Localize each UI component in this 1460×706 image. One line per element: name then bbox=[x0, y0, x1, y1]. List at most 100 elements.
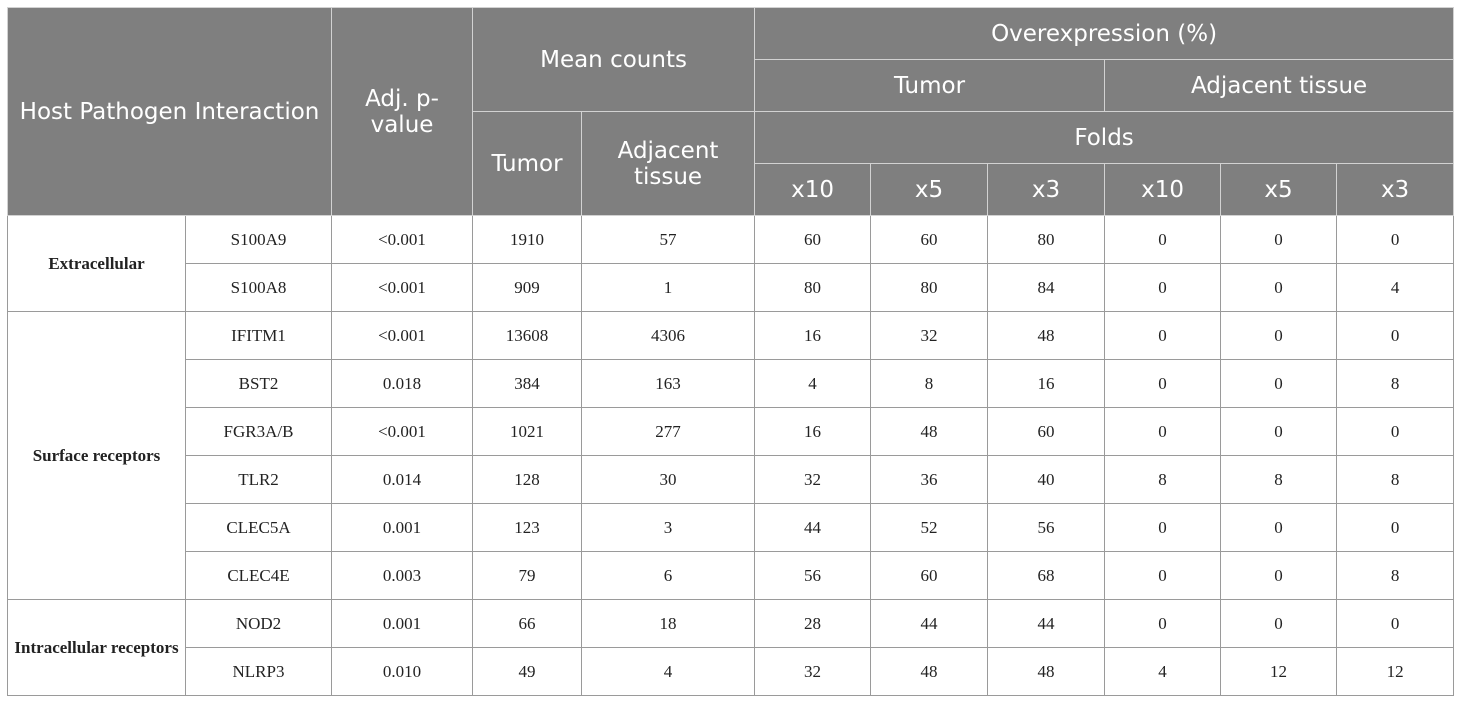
data-table: Host Pathogen Interaction Adj. p-value M… bbox=[6, 7, 1455, 696]
gene-cell: IFITM1 bbox=[184, 311, 333, 360]
table-row: Extracellular S100A9 <0.001 1910 57 60 60 80 0 0 0 bbox=[7, 215, 1455, 312]
pvalue-cell: <0.001 bbox=[331, 311, 474, 360]
fold-value-cell: 32 bbox=[754, 647, 872, 696]
table-row: BST2 0.018 384 163 4 8 16 0 0 8 bbox=[8, 359, 1455, 408]
fold-value-cell: 0 bbox=[1220, 503, 1338, 552]
fold-value-cell: 44 bbox=[987, 599, 1106, 648]
header-adj-pvalue: Adj. p-value bbox=[331, 7, 474, 216]
mean-tumor-cell: 909 bbox=[472, 263, 583, 312]
fold-value-cell: 8 bbox=[870, 359, 989, 408]
pvalue-cell: <0.001 bbox=[331, 407, 474, 456]
gene-cell: BST2 bbox=[184, 359, 333, 408]
fold-value-cell: 8 bbox=[1336, 359, 1455, 408]
fold-value-cell: 56 bbox=[987, 503, 1106, 552]
group-label: Intracellular receptors bbox=[7, 599, 186, 696]
mean-tumor-cell: 66 bbox=[472, 599, 583, 648]
pvalue-cell: 0.001 bbox=[331, 503, 474, 552]
fold-value-cell: 12 bbox=[1220, 647, 1338, 696]
mean-adjacent-cell: 4306 bbox=[581, 311, 756, 360]
fold-value-cell: 44 bbox=[754, 503, 872, 552]
header-mean-counts: Mean counts bbox=[472, 7, 756, 112]
fold-value-cell: 48 bbox=[870, 407, 989, 456]
mean-adjacent-cell: 1 bbox=[581, 263, 756, 312]
fold-value-cell: 0 bbox=[1220, 263, 1338, 312]
fold-value-cell: 48 bbox=[870, 647, 989, 696]
header-mean-adjacent: Adjacent tissue bbox=[581, 111, 756, 216]
fold-value-cell: 0 bbox=[1104, 359, 1222, 408]
mean-adjacent-cell: 4 bbox=[581, 647, 756, 696]
table-row: NLRP3 0.010 49 4 32 48 48 4 12 12 bbox=[8, 647, 1455, 696]
mean-tumor-cell: 123 bbox=[472, 503, 583, 552]
fold-value-cell: 60 bbox=[754, 215, 872, 264]
fold-value-cell: 8 bbox=[1104, 455, 1222, 504]
pvalue-cell: 0.014 bbox=[331, 455, 474, 504]
fold-value-cell: 32 bbox=[870, 311, 989, 360]
fold-value-cell: 4 bbox=[1104, 647, 1222, 696]
header-mean-tumor: Tumor bbox=[472, 111, 583, 216]
fold-value-cell: 0 bbox=[1336, 311, 1455, 360]
mean-adjacent-cell: 3 bbox=[581, 503, 756, 552]
table-row: TLR2 0.014 128 30 32 36 40 8 8 8 bbox=[8, 455, 1455, 504]
gene-cell: FGR3A/B bbox=[184, 407, 333, 456]
fold-value-cell: 0 bbox=[1220, 359, 1338, 408]
header-fold-label: x3 bbox=[987, 163, 1106, 216]
fold-value-cell: 0 bbox=[1336, 599, 1455, 648]
header-overexpression: Overexpression (%) bbox=[754, 7, 1455, 60]
header-fold-label: x5 bbox=[870, 163, 989, 216]
mean-adjacent-cell: 18 bbox=[581, 599, 756, 648]
header-host-pathogen-interaction: Host Pathogen Interaction bbox=[6, 7, 333, 216]
gene-cell: TLR2 bbox=[184, 455, 333, 504]
gene-cell: CLEC5A bbox=[184, 503, 333, 552]
fold-value-cell: 60 bbox=[987, 407, 1106, 456]
mean-adjacent-cell: 6 bbox=[581, 551, 756, 600]
fold-value-cell: 16 bbox=[987, 359, 1106, 408]
mean-tumor-cell: 49 bbox=[472, 647, 583, 696]
fold-value-cell: 0 bbox=[1104, 503, 1222, 552]
fold-value-cell: 16 bbox=[754, 407, 872, 456]
header-fold-label: x10 bbox=[754, 163, 872, 216]
fold-value-cell: 0 bbox=[1220, 407, 1338, 456]
mean-tumor-cell: 1021 bbox=[472, 407, 583, 456]
fold-value-cell: 52 bbox=[870, 503, 989, 552]
gene-cell: S100A8 bbox=[184, 263, 333, 312]
fold-value-cell: 4 bbox=[1336, 263, 1455, 312]
mean-tumor-cell: 128 bbox=[472, 455, 583, 504]
mean-tumor-cell: 13608 bbox=[472, 311, 583, 360]
fold-value-cell: 68 bbox=[987, 551, 1106, 600]
fold-value-cell: 28 bbox=[754, 599, 872, 648]
header-fold-label: x3 bbox=[1336, 163, 1455, 216]
group-label: Extracellular bbox=[7, 215, 186, 312]
table-row: Intracellular receptors NOD2 0.001 66 18 28 44… bbox=[7, 599, 1455, 696]
pvalue-cell: <0.001 bbox=[331, 215, 474, 264]
fold-value-cell: 0 bbox=[1104, 599, 1222, 648]
fold-value-cell: 12 bbox=[1336, 647, 1455, 696]
fold-value-cell: 80 bbox=[754, 263, 872, 312]
header-overexpression-adjacent: Adjacent tissue bbox=[1104, 59, 1455, 112]
pvalue-cell: 0.010 bbox=[331, 647, 474, 696]
fold-value-cell: 80 bbox=[870, 263, 989, 312]
fold-value-cell: 0 bbox=[1220, 311, 1338, 360]
table-row: FGR3A/B <0.001 1021 277 16 48 60 0 0 0 bbox=[8, 407, 1455, 456]
fold-value-cell: 44 bbox=[870, 599, 989, 648]
gene-cell: CLEC4E bbox=[184, 551, 333, 600]
gene-cell: NLRP3 bbox=[184, 647, 333, 696]
mean-tumor-cell: 1910 bbox=[472, 215, 583, 264]
fold-value-cell: 0 bbox=[1336, 215, 1455, 264]
table-row: S100A8 <0.001 909 1 80 80 84 0 0 4 bbox=[8, 263, 1455, 312]
gene-cell: S100A9 bbox=[184, 215, 333, 264]
fold-value-cell: 36 bbox=[870, 455, 989, 504]
mean-adjacent-cell: 30 bbox=[581, 455, 756, 504]
fold-value-cell: 0 bbox=[1104, 407, 1222, 456]
mean-tumor-cell: 79 bbox=[472, 551, 583, 600]
header-folds: Folds bbox=[754, 111, 1455, 164]
header-overexpression-tumor: Tumor bbox=[754, 59, 1106, 112]
pvalue-cell: <0.001 bbox=[331, 263, 474, 312]
fold-value-cell: 0 bbox=[1220, 599, 1338, 648]
fold-value-cell: 60 bbox=[870, 215, 989, 264]
table-row: CLEC5A 0.001 123 3 44 52 56 0 0 0 bbox=[8, 503, 1455, 552]
mean-adjacent-cell: 277 bbox=[581, 407, 756, 456]
header-fold-label: x5 bbox=[1220, 163, 1338, 216]
fold-value-cell: 80 bbox=[987, 215, 1106, 264]
fold-value-cell: 8 bbox=[1220, 455, 1338, 504]
pvalue-cell: 0.003 bbox=[331, 551, 474, 600]
